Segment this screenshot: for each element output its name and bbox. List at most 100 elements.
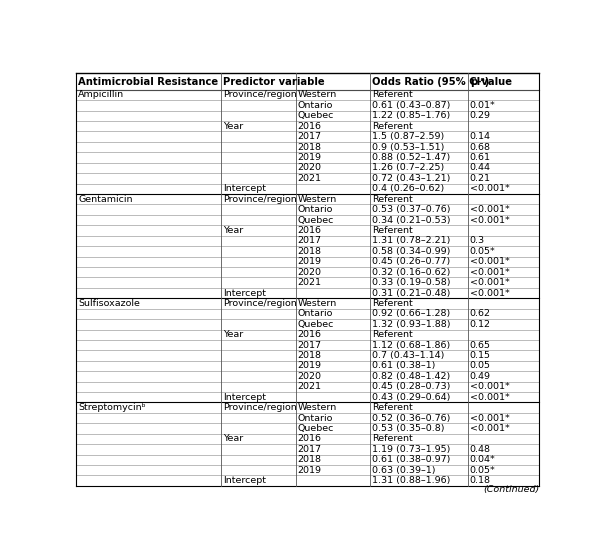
Text: 0.43 (0.29–0.64): 0.43 (0.29–0.64) (372, 393, 451, 402)
Text: 2018: 2018 (298, 455, 322, 464)
Text: 0.68: 0.68 (470, 142, 491, 152)
Text: <0.001*: <0.001* (470, 215, 509, 224)
Text: 0.61 (0.38–1): 0.61 (0.38–1) (372, 362, 436, 371)
Text: <0.001*: <0.001* (470, 288, 509, 297)
Text: 1.5 (0.87–2.59): 1.5 (0.87–2.59) (372, 132, 445, 141)
Text: <0.001*: <0.001* (470, 393, 509, 402)
Text: 2021: 2021 (298, 174, 322, 183)
Text: Province/region: Province/region (223, 403, 297, 412)
Text: Western: Western (298, 90, 337, 99)
Text: 0.82 (0.48–1.42): 0.82 (0.48–1.42) (372, 372, 451, 381)
Text: Predictor variable: Predictor variable (223, 76, 325, 86)
Text: <0.001*: <0.001* (470, 424, 509, 433)
Text: Gentamicin: Gentamicin (78, 195, 133, 204)
Text: 0.15: 0.15 (470, 351, 491, 360)
Text: 2018: 2018 (298, 351, 322, 360)
Text: 0.61: 0.61 (470, 153, 491, 162)
Text: 0.72 (0.43–1.21): 0.72 (0.43–1.21) (372, 174, 451, 183)
Text: 0.9 (0.53–1.51): 0.9 (0.53–1.51) (372, 142, 445, 152)
Text: 0.62: 0.62 (470, 309, 491, 319)
Text: 0.88 (0.52–1.47): 0.88 (0.52–1.47) (372, 153, 451, 162)
Text: 2019: 2019 (298, 466, 322, 475)
Text: <0.001*: <0.001* (470, 205, 509, 214)
Text: 0.52 (0.36–0.76): 0.52 (0.36–0.76) (372, 413, 451, 422)
Text: 2019: 2019 (298, 153, 322, 162)
Text: 1.12 (0.68–1.86): 1.12 (0.68–1.86) (372, 340, 451, 350)
Text: Referent: Referent (372, 330, 413, 339)
Text: 1.31 (0.88–1.96): 1.31 (0.88–1.96) (372, 476, 451, 485)
Text: Province/region: Province/region (223, 299, 297, 308)
Text: 0.45 (0.28–0.73): 0.45 (0.28–0.73) (372, 382, 451, 391)
Text: Referent: Referent (372, 435, 413, 444)
Text: 0.01*: 0.01* (470, 101, 496, 110)
Text: Quebec: Quebec (298, 111, 334, 121)
Text: 2019: 2019 (298, 257, 322, 266)
Text: 2018: 2018 (298, 247, 322, 256)
Text: 2017: 2017 (298, 340, 322, 350)
Text: 2016: 2016 (298, 226, 322, 235)
Text: 2021: 2021 (298, 382, 322, 391)
Text: Referent: Referent (372, 122, 413, 131)
Text: <0.001*: <0.001* (470, 382, 509, 391)
Text: <0.001*: <0.001* (470, 184, 509, 193)
Text: 0.4 (0.26–0.62): 0.4 (0.26–0.62) (372, 184, 445, 193)
Text: 0.05*: 0.05* (470, 247, 496, 256)
Text: Referent: Referent (372, 226, 413, 235)
Text: Referent: Referent (372, 299, 413, 308)
Text: 0.04*: 0.04* (470, 455, 496, 464)
Text: Ontario: Ontario (298, 101, 333, 110)
Text: Referent: Referent (372, 90, 413, 99)
Text: 2017: 2017 (298, 237, 322, 246)
Text: 2019: 2019 (298, 362, 322, 371)
Text: 2017: 2017 (298, 132, 322, 141)
Text: 0.05*: 0.05* (470, 466, 496, 475)
Text: 0.58 (0.34–0.99): 0.58 (0.34–0.99) (372, 247, 451, 256)
Text: 0.34 (0.21–0.53): 0.34 (0.21–0.53) (372, 215, 451, 224)
Text: (Continued): (Continued) (483, 485, 539, 494)
Text: 0.29: 0.29 (470, 111, 491, 121)
Text: 0.31 (0.21–0.48): 0.31 (0.21–0.48) (372, 288, 451, 297)
Text: Province/region: Province/region (223, 195, 297, 204)
Text: 0.92 (0.66–1.28): 0.92 (0.66–1.28) (372, 309, 451, 319)
Text: 2016: 2016 (298, 122, 322, 131)
Text: 1.22 (0.85–1.76): 1.22 (0.85–1.76) (372, 111, 451, 121)
Text: 2017: 2017 (298, 445, 322, 454)
Text: 2018: 2018 (298, 142, 322, 152)
Text: Odds Ratio (95% CIᵃ): Odds Ratio (95% CIᵃ) (372, 76, 490, 86)
Text: 0.32 (0.16–0.62): 0.32 (0.16–0.62) (372, 268, 451, 277)
Text: 0.12: 0.12 (470, 320, 491, 329)
Text: 2016: 2016 (298, 435, 322, 444)
Text: <0.001*: <0.001* (470, 413, 509, 422)
Text: 0.33 (0.19–0.58): 0.33 (0.19–0.58) (372, 278, 451, 287)
Text: Ampicillin: Ampicillin (78, 90, 124, 99)
Text: 2016: 2016 (298, 330, 322, 339)
Text: Quebec: Quebec (298, 215, 334, 224)
Text: 0.48: 0.48 (470, 445, 491, 454)
Text: Year: Year (223, 226, 244, 235)
Text: Year: Year (223, 330, 244, 339)
Text: Intercept: Intercept (223, 393, 266, 402)
Text: Ontario: Ontario (298, 413, 333, 422)
Text: Western: Western (298, 403, 337, 412)
Text: Intercept: Intercept (223, 288, 266, 297)
Text: 2020: 2020 (298, 163, 322, 172)
Text: 0.45 (0.26–0.77): 0.45 (0.26–0.77) (372, 257, 451, 266)
Text: Intercept: Intercept (223, 476, 266, 485)
Text: 0.14: 0.14 (470, 132, 491, 141)
Text: 0.49: 0.49 (470, 372, 491, 381)
Text: <0.001*: <0.001* (470, 278, 509, 287)
Text: 0.44: 0.44 (470, 163, 491, 172)
Text: Year: Year (223, 435, 244, 444)
Text: Intercept: Intercept (223, 184, 266, 193)
Text: Sulfisoxazole: Sulfisoxazole (78, 299, 140, 308)
Text: 0.7 (0.43–1.14): 0.7 (0.43–1.14) (372, 351, 445, 360)
Text: 2020: 2020 (298, 372, 322, 381)
Text: Ontario: Ontario (298, 205, 333, 214)
Text: 0.65: 0.65 (470, 340, 491, 350)
Text: 0.05: 0.05 (470, 362, 491, 371)
Text: 0.21: 0.21 (470, 174, 491, 183)
Text: 0.61 (0.43–0.87): 0.61 (0.43–0.87) (372, 101, 451, 110)
Text: 0.53 (0.35–0.8): 0.53 (0.35–0.8) (372, 424, 445, 433)
Text: Referent: Referent (372, 403, 413, 412)
Text: Year: Year (223, 122, 244, 131)
